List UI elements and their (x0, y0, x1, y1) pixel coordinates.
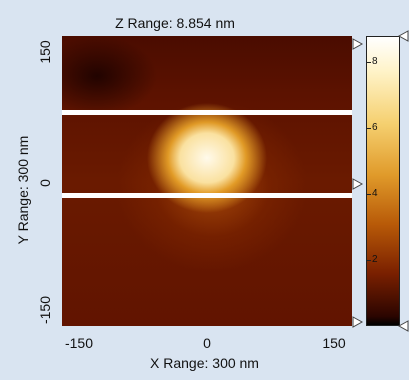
y-tick-label: 150 (37, 40, 53, 64)
triangle-left-marker-icon[interactable] (397, 30, 409, 42)
y-tick-label: -150 (37, 295, 53, 325)
y-tick-label: 0 (37, 179, 53, 187)
triangle-left-marker-icon[interactable] (397, 320, 409, 332)
colorbar-tick-label: 6 (372, 122, 378, 133)
colorbar-tick-mark (366, 128, 371, 129)
scan-line-marker-bottom[interactable] (62, 193, 352, 198)
colorbar-tick-label: 2 (372, 254, 378, 265)
y-range-label: Y Range: 300 nm (15, 135, 31, 245)
colorbar-tick-mark (366, 260, 371, 261)
x-tick-label: 0 (203, 335, 211, 351)
colorbar-tick-label: 4 (372, 188, 378, 199)
triangle-right-marker-icon[interactable] (352, 178, 364, 190)
colorbar-tick-mark (366, 62, 371, 63)
x-range-text: X Range: 300 nm (150, 355, 259, 371)
afm-height-map[interactable] (62, 36, 352, 326)
x-tick-label: -150 (64, 335, 94, 351)
x-range-label: X Range: 300 nm (0, 355, 409, 371)
triangle-right-marker-icon[interactable] (352, 316, 364, 328)
colorbar-tick-label: 8 (372, 56, 378, 67)
x-tick-label: 150 (322, 335, 346, 351)
triangle-right-marker-icon[interactable] (352, 38, 364, 50)
scan-line-marker-top[interactable] (62, 110, 352, 115)
z-range-title: Z Range: 8.854 nm (115, 15, 235, 31)
colorbar-tick-mark (366, 194, 371, 195)
height-map-image (62, 36, 352, 326)
color-scale-bar (366, 36, 400, 326)
